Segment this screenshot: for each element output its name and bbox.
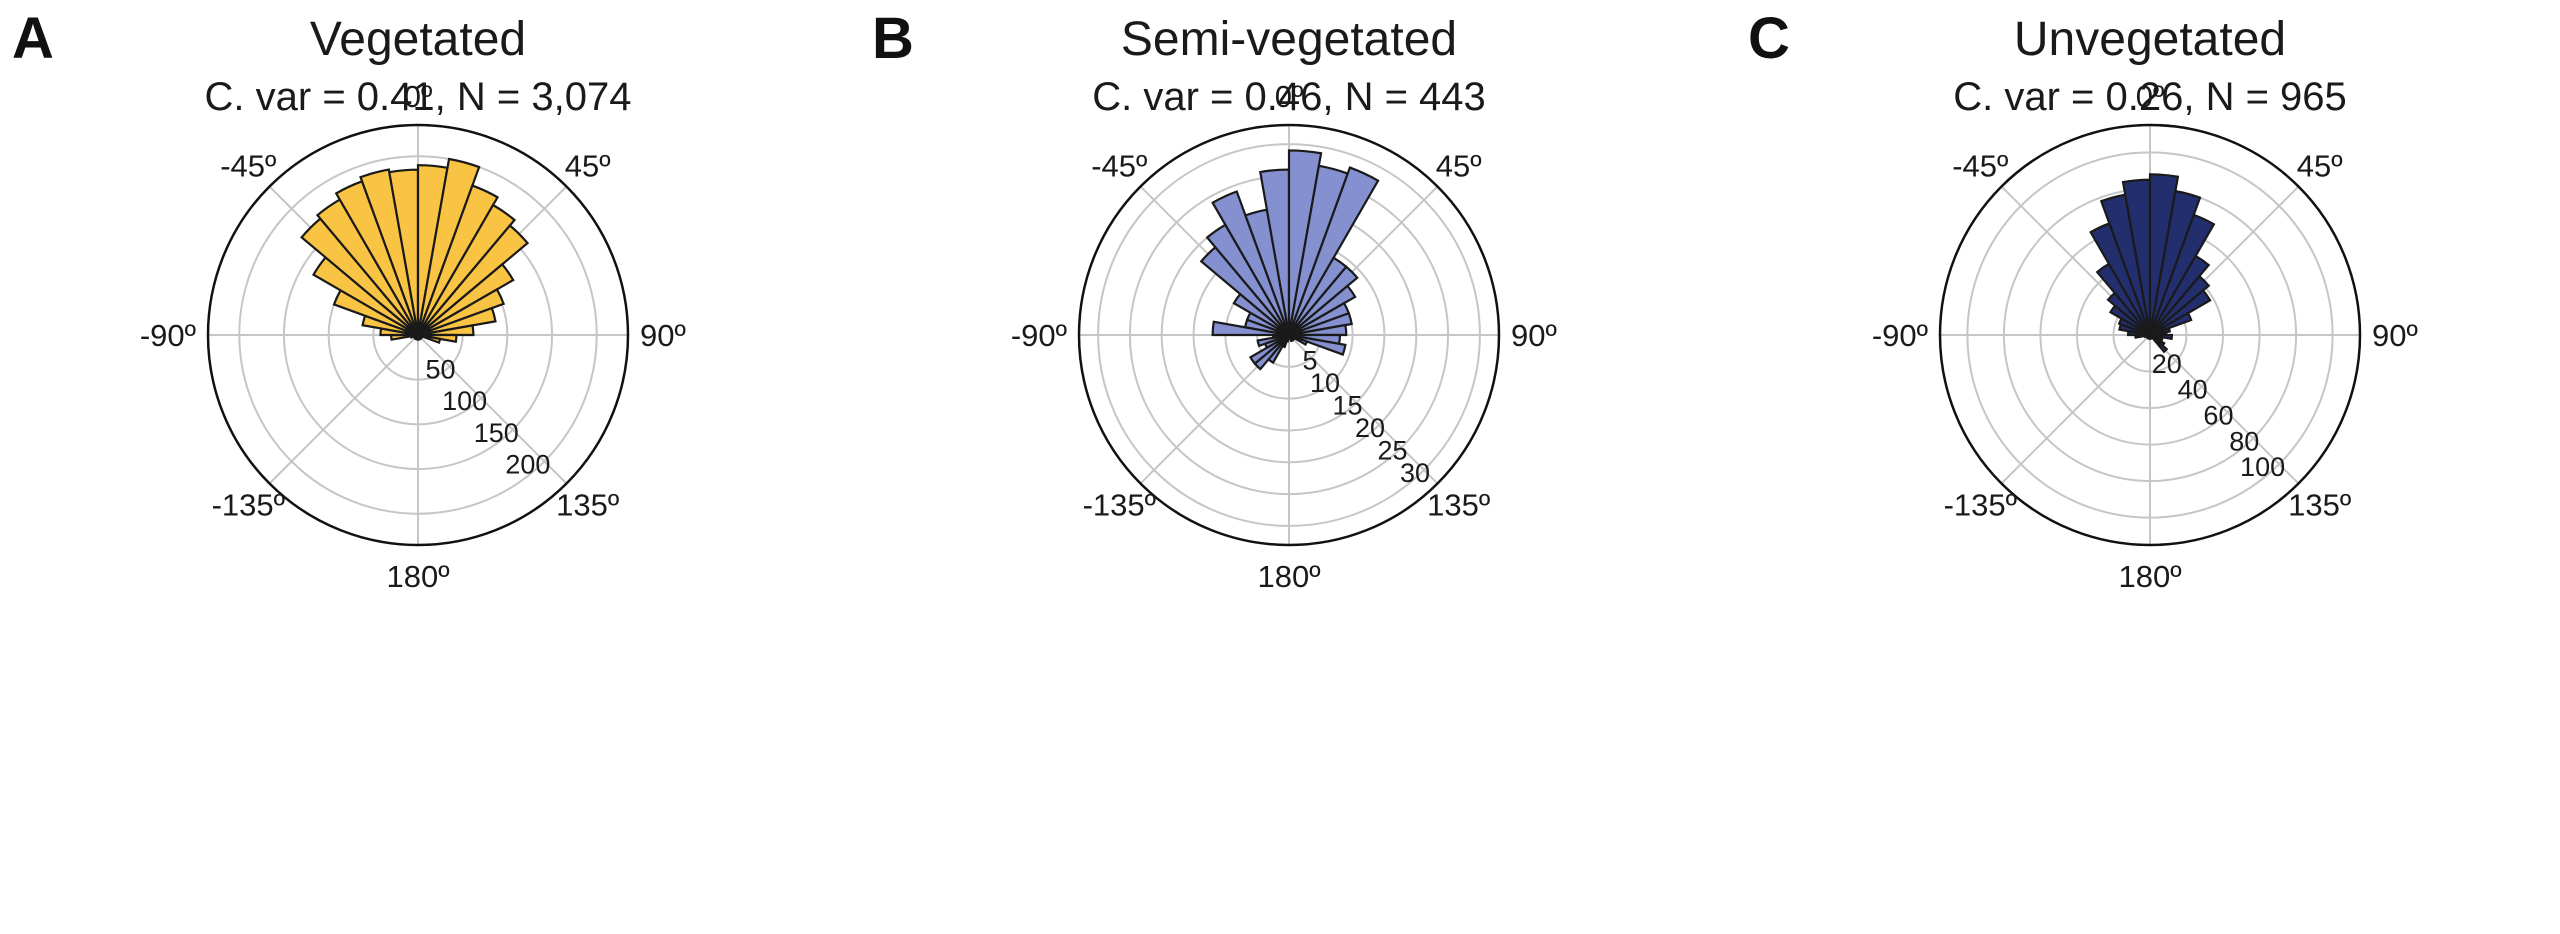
- chart-subtitle: C. var = 0.46, N = 443: [1092, 75, 1486, 119]
- polar-bar: [2148, 334, 2152, 340]
- grid-spoke: [1288, 334, 1439, 485]
- polar-bar: [417, 203, 517, 336]
- radial-tick-label: 15: [1332, 391, 1362, 421]
- radial-tick-label: 5: [1302, 346, 1317, 376]
- polar-bar: [416, 334, 421, 341]
- radial-tick-label: 80: [2229, 426, 2259, 456]
- polar-bar: [417, 287, 506, 337]
- polar-bar: [2149, 254, 2211, 336]
- angle-tick-label: 45º: [2297, 148, 2343, 183]
- outer-ring: [1938, 123, 2362, 547]
- panel-letter: A: [12, 6, 54, 71]
- polar-bar: [359, 168, 420, 336]
- angle-tick-label: 0º: [1275, 79, 1304, 114]
- polar-bar: [2149, 288, 2212, 336]
- polar-bar: [1248, 334, 1290, 366]
- polar-bar: [417, 306, 497, 337]
- angle-tick-label: -90º: [1011, 318, 1067, 353]
- polar-bar: [417, 262, 515, 336]
- chart-subtitle: C. var = 0.41, N = 3,074: [205, 75, 632, 119]
- polar-bar: [1287, 166, 1380, 336]
- angle-tick-label: 135º: [556, 488, 619, 523]
- grid-spoke: [268, 334, 419, 485]
- radial-tick-label: 30: [1400, 458, 1430, 488]
- angle-tick-label: -135º: [1083, 488, 1156, 523]
- chart-title: Vegetated: [310, 13, 526, 66]
- polar-bar: [416, 184, 500, 336]
- radial-tick-label: 60: [2203, 400, 2233, 430]
- angle-tick-label: 90º: [1511, 318, 1557, 353]
- outer-ring: [1077, 123, 1501, 547]
- chart-title: Unvegetated: [2014, 13, 2286, 66]
- polar-bar: [417, 324, 475, 337]
- radial-tick-label: 20: [1355, 413, 1385, 443]
- polar-bar: [2148, 213, 2216, 336]
- polar-bar: [1287, 334, 1291, 340]
- panel-semi-vegetated: B Semi-vegetated C. var = 0.46, N = 443 …: [872, 6, 1557, 594]
- chart-subtitle: C. var = 0.26, N = 965: [1953, 75, 2347, 119]
- angle-tick-label: 180º: [2118, 559, 2181, 594]
- polar-bar: [2149, 311, 2193, 337]
- polar-bar: [1288, 284, 1357, 336]
- polar-bar: [417, 333, 442, 345]
- angle-tick-label: 0º: [2136, 79, 2165, 114]
- panel-letter: C: [1748, 6, 1790, 71]
- radial-tick-label: 20: [2152, 349, 2182, 379]
- polar-bar: [1288, 265, 1359, 336]
- panel-unvegetated: C Unvegetated C. var = 0.26, N = 965 0º 4…: [1748, 6, 2418, 594]
- angle-tick-label: -90º: [1872, 318, 1928, 353]
- grid-circle: [1966, 151, 2334, 519]
- angle-tick-label: -45º: [1091, 148, 1147, 183]
- angle-tick-label: 45º: [565, 148, 611, 183]
- angle-tick-label: 0º: [404, 79, 433, 114]
- polar-bar: [2149, 274, 2211, 336]
- grid-spoke: [2149, 334, 2300, 485]
- grid-circle: [238, 155, 598, 515]
- angle-tick-label: 45º: [1436, 148, 1482, 183]
- angle-tick-label: 135º: [1427, 488, 1490, 523]
- radial-tick-label: 50: [426, 355, 456, 385]
- angle-tick-label: -90º: [140, 318, 196, 353]
- polar-bar: [1211, 190, 1291, 336]
- chart-title: Semi-vegetated: [1121, 13, 1457, 66]
- radial-tick-label: 10: [1310, 368, 1340, 398]
- grid-spoke: [2000, 334, 2151, 485]
- angle-tick-label: -45º: [1952, 148, 2008, 183]
- angle-tick-label: 90º: [640, 318, 686, 353]
- polar-bar: [417, 223, 530, 336]
- angle-tick-label: 90º: [2372, 318, 2418, 353]
- polar-bar: [1288, 311, 1353, 337]
- polar-bar: [2149, 334, 2169, 354]
- radial-tick-label: 100: [442, 386, 487, 416]
- outer-ring: [206, 123, 630, 547]
- radial-tick-label: 25: [1377, 435, 1407, 465]
- grid-spoke: [417, 334, 568, 485]
- angle-tick-label: 180º: [1257, 559, 1320, 594]
- panel-vegetated: A Vegetated C. var = 0.41, N = 3,074 0º 4…: [12, 6, 686, 594]
- angle-tick-label: 180º: [386, 559, 449, 594]
- angle-tick-label: 135º: [2288, 488, 2351, 523]
- angle-tick-label: -135º: [1944, 488, 2017, 523]
- angle-tick-label: -135º: [212, 488, 285, 523]
- radial-tick-label: 100: [2240, 452, 2285, 482]
- angle-tick-label: -45º: [220, 148, 276, 183]
- panel-letter: B: [872, 6, 914, 71]
- polar-bar: [1256, 333, 1290, 348]
- radial-tick-label: 40: [2178, 375, 2208, 405]
- radial-tick-label: 200: [505, 449, 550, 479]
- polar-bar: [1288, 323, 1348, 337]
- grid-circle: [1097, 143, 1481, 527]
- radial-tick-label: 150: [474, 418, 519, 448]
